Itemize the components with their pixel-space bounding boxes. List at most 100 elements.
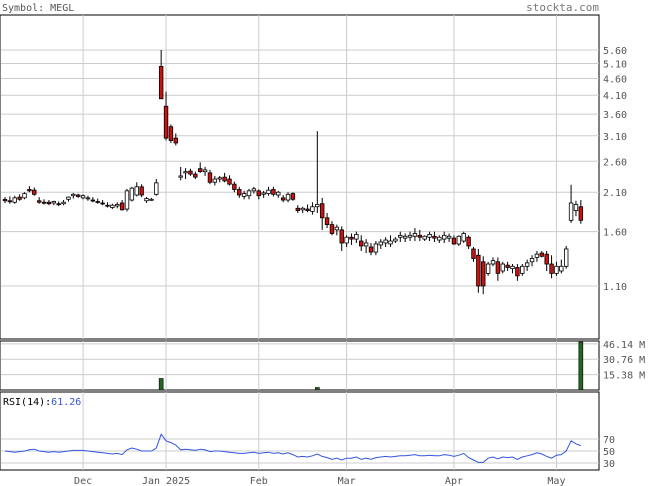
candle: [212, 175, 218, 186]
candle: [407, 231, 413, 242]
candle: [66, 196, 71, 202]
candle-body: [110, 204, 115, 208]
candle: [158, 50, 164, 100]
candle: [80, 194, 86, 200]
rsi-plot: [4, 433, 581, 463]
candle-body: [578, 206, 584, 221]
candle: [76, 193, 81, 198]
candle-body: [80, 195, 86, 199]
candle-body: [212, 178, 218, 183]
candle: [41, 199, 47, 205]
candle-body: [276, 191, 281, 196]
price-panel-frame: [0, 14, 600, 340]
candle: [173, 133, 178, 146]
candle: [2, 197, 8, 203]
candle: [168, 124, 174, 143]
price-tick-label: 4.10: [603, 91, 627, 102]
candle-body: [476, 254, 481, 287]
candle: [193, 171, 198, 180]
candle-body: [183, 171, 188, 174]
candle-body: [349, 236, 354, 240]
candle-body: [261, 192, 266, 195]
volume-panel-frame: [0, 340, 600, 391]
rsi-tick-label: 30: [603, 459, 615, 470]
candle-body: [300, 207, 305, 211]
candle: [222, 172, 227, 183]
candle-body: [310, 206, 315, 212]
candle: [7, 196, 13, 204]
candle-body: [266, 189, 271, 195]
candle-body: [134, 186, 139, 196]
brand-label: stockta.com: [526, 1, 599, 14]
candle-body: [280, 197, 286, 201]
candle: [115, 202, 120, 209]
candle: [261, 190, 266, 198]
candle: [344, 235, 349, 247]
candle: [217, 175, 222, 183]
candle: [237, 186, 242, 198]
candle: [524, 259, 530, 271]
candle-body: [197, 168, 203, 173]
price-tick-label: 3.60: [603, 110, 627, 121]
candle-body: [241, 193, 247, 197]
candle-body: [388, 240, 393, 245]
candle-body: [90, 199, 96, 202]
candle: [27, 186, 32, 193]
candle-body: [76, 194, 81, 197]
candle: [495, 257, 501, 281]
candle: [466, 235, 471, 249]
grid-lines: [1, 15, 599, 470]
candle-body: [441, 234, 447, 240]
candle: [71, 192, 76, 199]
rsi-panel-frame: [0, 391, 600, 471]
candle-body: [271, 189, 276, 195]
candle-body: [256, 190, 261, 197]
candle-body: [295, 207, 300, 212]
candle-body: [529, 258, 535, 263]
price-tick-label: 2.10: [603, 188, 627, 199]
candle: [144, 197, 149, 203]
candle-body: [466, 236, 471, 247]
candle: [485, 261, 491, 276]
candle-body: [217, 177, 222, 180]
candle: [134, 182, 139, 197]
candle-body: [417, 234, 422, 238]
candle-body: [129, 187, 135, 201]
candle: [290, 192, 296, 201]
candle-body: [232, 183, 237, 190]
candle-body: [564, 248, 569, 267]
candle-body: [339, 229, 344, 244]
price-tick-label: 1.60: [603, 228, 627, 239]
candle-body: [539, 252, 544, 257]
candle: [100, 200, 105, 206]
candle-body: [51, 201, 56, 204]
candle: [110, 203, 115, 210]
candle: [339, 226, 344, 252]
volume-bars: [158, 341, 584, 391]
candle-body: [505, 264, 510, 268]
candle-body: [427, 234, 432, 238]
candle: [305, 204, 310, 213]
candle: [388, 235, 393, 247]
candle: [559, 259, 564, 274]
candle-body: [446, 235, 452, 239]
candle: [315, 131, 320, 213]
price-tick-label: 3.10: [603, 132, 627, 143]
candle-body: [105, 204, 110, 207]
candle-body: [115, 204, 120, 207]
candle: [378, 239, 383, 249]
candle-body: [22, 193, 27, 199]
candle-body: [319, 203, 325, 219]
candle: [539, 251, 544, 258]
candle-body: [471, 248, 476, 259]
candle-body: [71, 193, 76, 197]
candle: [476, 248, 481, 293]
candle-body: [168, 126, 174, 141]
price-tick-label: 2.60: [603, 157, 627, 168]
candle-body: [515, 267, 520, 277]
candle-body: [144, 198, 149, 202]
candle-body: [163, 105, 169, 139]
candle-body: [119, 202, 125, 211]
candle-body: [285, 193, 291, 201]
